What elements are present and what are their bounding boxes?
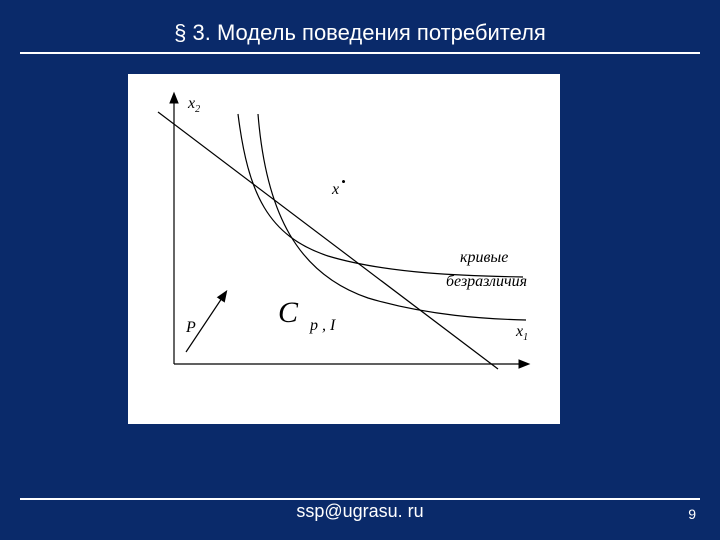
bottom-divider (20, 498, 700, 500)
footer-email: ssp@ugrasu. ru (296, 501, 423, 521)
label-anno1: кривые (460, 249, 508, 266)
label-pI: p , I (309, 317, 336, 334)
top-divider (20, 52, 700, 54)
consumer-model-chart: x2 x1 x• P Cp , I кривые безразличия (128, 74, 560, 424)
slide: § 3. Модель поведения потребителя x2 x1 x•… (0, 0, 720, 540)
label-x2: x2 (187, 95, 200, 115)
label-x1: x1 (515, 323, 528, 343)
label-C: C (278, 296, 299, 329)
title-wrap: § 3. Модель поведения потребителя (0, 20, 720, 46)
label-P: P (185, 319, 196, 336)
chart-labels: x2 x1 x• P Cp , I кривые безразличия (185, 95, 528, 343)
footer-wrap: ssp@ugrasu. ru (0, 501, 720, 522)
label-anno2: безразличия (446, 273, 527, 290)
page-number: 9 (688, 506, 696, 522)
chart-geometry (158, 94, 528, 369)
label-x_star: x• (331, 174, 346, 198)
slide-title: § 3. Модель поведения потребителя (174, 20, 546, 46)
chart-frame: x2 x1 x• P Cp , I кривые безразличия (128, 74, 560, 424)
